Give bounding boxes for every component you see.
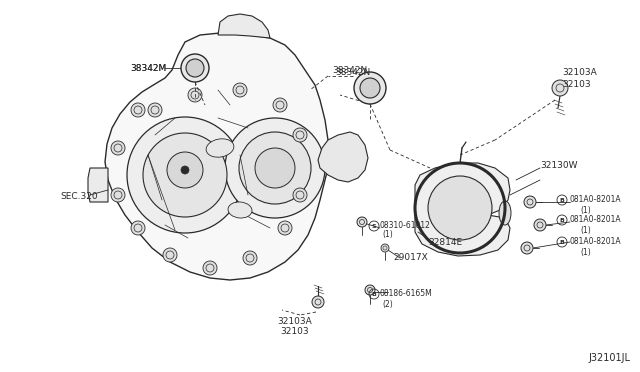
- Circle shape: [181, 166, 189, 174]
- Circle shape: [354, 72, 386, 104]
- Polygon shape: [88, 168, 108, 202]
- Polygon shape: [318, 132, 368, 182]
- Circle shape: [293, 128, 307, 142]
- Polygon shape: [105, 32, 330, 280]
- Circle shape: [278, 221, 292, 235]
- Text: 38342M: 38342M: [130, 64, 166, 73]
- Circle shape: [360, 78, 380, 98]
- Ellipse shape: [228, 202, 252, 218]
- Text: 08186-6165M: 08186-6165M: [380, 289, 433, 298]
- Text: 08310-61012: 08310-61012: [380, 221, 431, 230]
- Polygon shape: [415, 163, 510, 256]
- Text: B: B: [559, 218, 564, 222]
- Text: (1): (1): [382, 230, 393, 238]
- Circle shape: [186, 59, 204, 77]
- Text: 32103: 32103: [281, 327, 309, 337]
- Circle shape: [381, 244, 389, 252]
- Text: J32101JL: J32101JL: [588, 353, 630, 363]
- Text: 081A0-8201A: 081A0-8201A: [570, 237, 621, 246]
- Circle shape: [143, 133, 227, 217]
- Text: (2): (2): [382, 299, 393, 308]
- Text: 32103A: 32103A: [562, 67, 596, 77]
- Text: SEC.320: SEC.320: [60, 192, 98, 201]
- Ellipse shape: [499, 201, 511, 225]
- Text: (1): (1): [580, 225, 591, 234]
- Circle shape: [148, 103, 162, 117]
- Circle shape: [163, 248, 177, 262]
- Text: B: B: [559, 240, 564, 244]
- Circle shape: [127, 117, 243, 233]
- Text: 081A0-8201A: 081A0-8201A: [570, 195, 621, 203]
- Text: (1): (1): [580, 247, 591, 257]
- Text: 38342N: 38342N: [332, 65, 367, 74]
- Circle shape: [365, 285, 375, 295]
- Circle shape: [255, 148, 295, 188]
- Circle shape: [167, 152, 203, 188]
- Circle shape: [534, 219, 546, 231]
- Text: (1): (1): [580, 205, 591, 215]
- Text: 32103: 32103: [562, 80, 591, 89]
- Polygon shape: [218, 14, 270, 38]
- Circle shape: [357, 217, 367, 227]
- Circle shape: [225, 118, 325, 218]
- Text: 32130W: 32130W: [540, 160, 577, 170]
- Circle shape: [181, 54, 209, 82]
- Ellipse shape: [206, 139, 234, 157]
- Text: 38342N: 38342N: [335, 67, 371, 77]
- Text: 32814E: 32814E: [428, 237, 462, 247]
- Circle shape: [131, 221, 145, 235]
- Circle shape: [521, 242, 533, 254]
- Text: 29017X: 29017X: [393, 253, 428, 263]
- Text: B: B: [372, 292, 376, 296]
- Text: 32103A: 32103A: [278, 317, 312, 327]
- Circle shape: [524, 196, 536, 208]
- Circle shape: [243, 251, 257, 265]
- Circle shape: [203, 261, 217, 275]
- Text: 38342M: 38342M: [130, 64, 166, 73]
- Text: B: B: [559, 198, 564, 202]
- Circle shape: [428, 176, 492, 240]
- Circle shape: [111, 141, 125, 155]
- Text: 081A0-8201A: 081A0-8201A: [570, 215, 621, 224]
- Circle shape: [273, 98, 287, 112]
- Circle shape: [111, 188, 125, 202]
- Circle shape: [312, 296, 324, 308]
- Circle shape: [188, 88, 202, 102]
- Circle shape: [131, 103, 145, 117]
- Circle shape: [293, 188, 307, 202]
- Circle shape: [233, 83, 247, 97]
- Circle shape: [239, 132, 311, 204]
- Circle shape: [552, 80, 568, 96]
- Text: S: S: [372, 224, 376, 228]
